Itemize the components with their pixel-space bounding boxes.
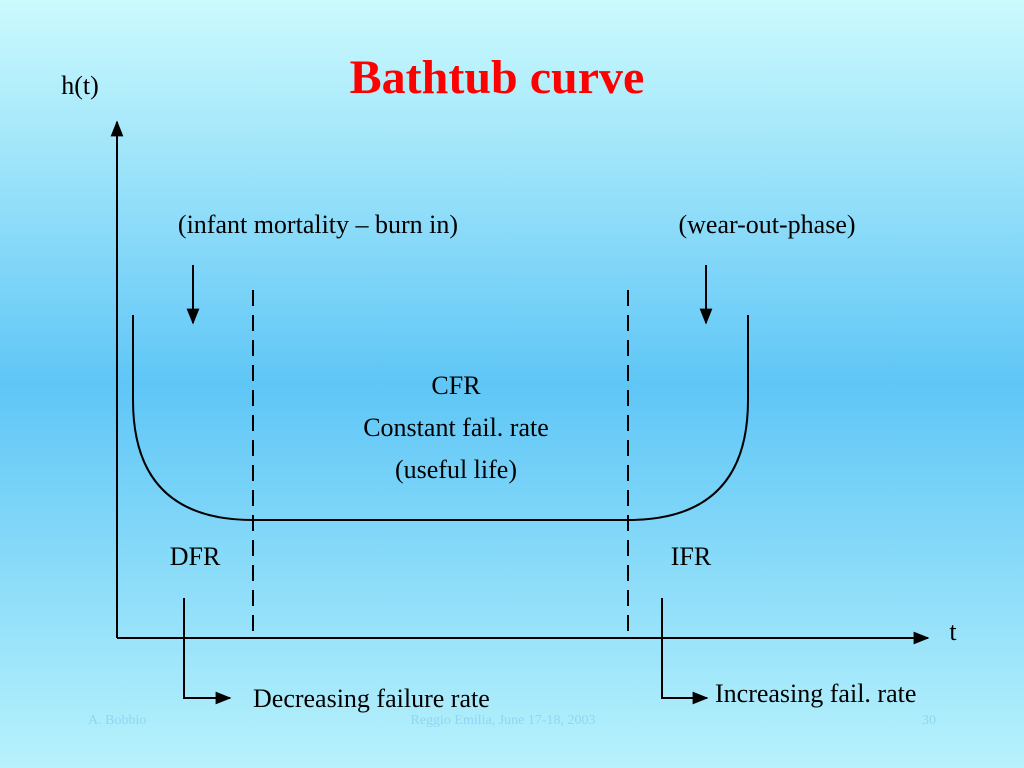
footer-event: Reggio Emilia, June 17-18, 2003: [410, 713, 595, 728]
ifr-code: IFR: [671, 542, 712, 571]
infant-caption: (infant mortality – burn in): [178, 210, 458, 239]
cfr-line1: Constant fail. rate: [363, 413, 549, 442]
y-axis-label: h(t): [61, 71, 99, 100]
cfr-code: CFR: [431, 371, 481, 400]
x-axis-label: t: [949, 617, 957, 646]
bathtub-curve: [132, 315, 749, 521]
title: Bathtub curve: [350, 51, 645, 104]
dfr-description: Decreasing failure rate: [253, 684, 490, 713]
footer-author: A. Bobbio: [88, 713, 146, 728]
footer-page: 30: [922, 713, 936, 728]
dfr-code: DFR: [170, 542, 221, 571]
wearout-caption: (wear-out-phase): [678, 210, 855, 239]
connector-arrow: [183, 598, 232, 705]
ifr-description: Increasing fail. rate: [715, 679, 916, 708]
connector-arrow: [661, 598, 709, 705]
cfr-line2: (useful life): [395, 455, 517, 484]
